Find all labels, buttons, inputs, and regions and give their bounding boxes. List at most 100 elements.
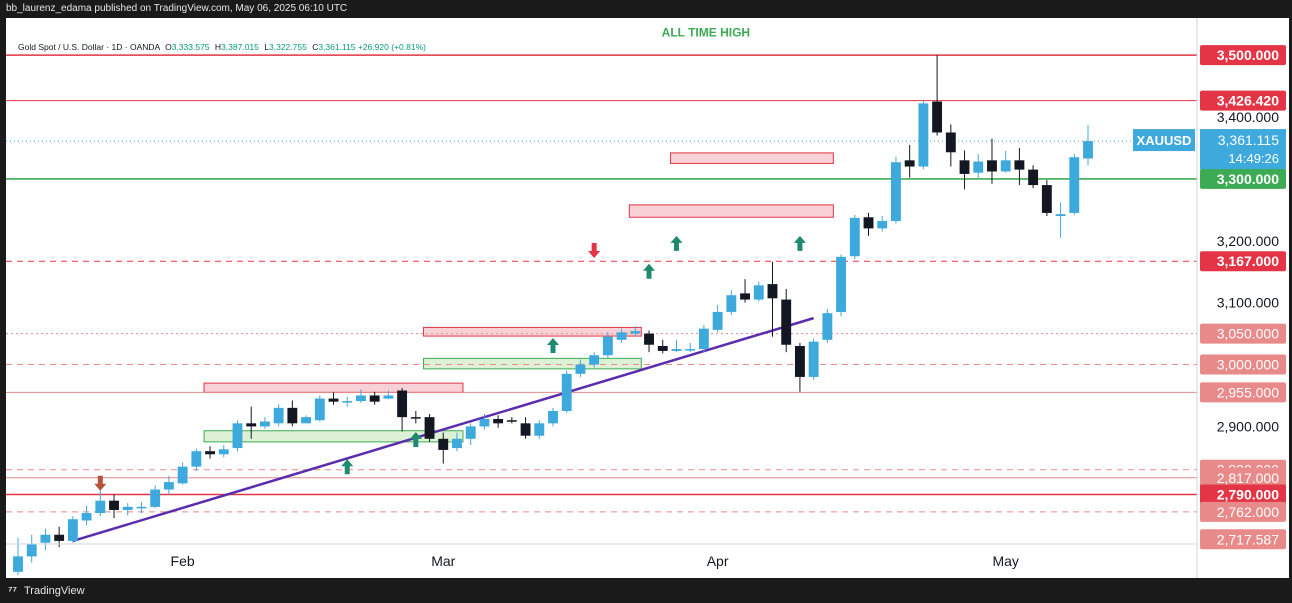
close-key: C [312,42,319,52]
publisher-bar: bb_laurenz_edama published on TradingVie… [0,0,1292,18]
level-label-box [1200,168,1286,189]
arrow-up-icon [793,235,806,251]
level-label: 2,762.000 [1217,504,1279,520]
arrow-up-icon [670,235,683,251]
symbol-tag [1133,129,1195,152]
countdown-label: 14:49:26 [1228,151,1279,166]
candle-body [54,534,65,541]
level-label-box [1200,251,1286,272]
symbol-label: Gold Spot / U.S. Dollar · 1D · OANDA [18,42,160,52]
level-label-box [1200,467,1286,488]
y-tick-label: 3,200.000 [1217,233,1279,249]
candle-body [493,418,504,424]
candle-body [616,332,627,340]
candle-body [136,506,147,509]
candle-body [1069,157,1080,213]
close-value: 3,361.115 [318,42,356,52]
trendline [72,316,815,543]
current-price-label: 3,361.115 [1218,132,1279,148]
candle-body [726,295,737,312]
x-tick-label: Apr [707,553,729,569]
candle-body [548,410,558,424]
level-label-box [1200,382,1286,403]
arrow-up-icon [409,432,422,448]
candle-body [644,333,654,345]
candle-body [1014,160,1025,170]
x-tick-label: Mar [431,553,455,569]
candle-body [918,103,929,167]
candle-body [273,407,284,424]
low-key: L [264,42,269,52]
arrow-down-icon [94,475,107,491]
resistance-zone [628,204,834,218]
x-tick-label: May [992,553,1018,569]
low-value: 3,322.755 [269,42,307,52]
candle-body [424,417,435,439]
candle-body [383,395,394,399]
candle-body [26,544,37,557]
candle-body [891,162,901,221]
candle-body [506,420,517,422]
candle-body [712,311,723,330]
candle-body [657,345,668,351]
candle-body [1000,160,1011,172]
candle-body [1083,141,1093,159]
arrow-down-icon [588,243,601,259]
publisher-text: bb_laurenz_edama published on TradingVie… [6,3,348,14]
candle-body [602,336,613,356]
resistance-zone [423,326,642,337]
high-key: H [214,42,222,52]
current-price-box [1200,129,1286,170]
arrow-up-icon [547,337,559,353]
candle-body [314,398,325,421]
level-label-box [1200,323,1286,344]
footer-bar: ⁷⁷ TradingView [0,580,1292,603]
chart-background [6,18,1289,578]
candle-body [150,489,161,507]
candle-body [753,285,764,300]
support-zone [423,357,642,370]
footer-brand: TradingView [24,585,85,597]
chart-frame[interactable]: ALL TIME HIGH 3,400.000 3,200.000 3,100.000… [6,18,1289,578]
level-label-box [1200,529,1286,550]
candle-body [342,401,353,403]
candle-body [1041,185,1052,213]
level-label: 3,500.000 [1217,47,1279,63]
level-label: 2,955.000 [1217,384,1279,400]
candle-body [397,390,408,418]
arrow-up-icon [341,459,354,475]
candlestick-chart[interactable]: ALL TIME HIGH 3,400.000 3,200.000 3,100.000… [6,18,1289,578]
candle-body [287,407,298,424]
level-label: 3,050.000 [1217,326,1279,342]
candle-body [781,299,792,345]
candle-body [863,217,874,229]
candle-body [177,466,188,484]
arrow-up-icon [643,263,656,279]
candle-body [520,423,531,436]
candle-body [67,519,78,541]
candle-body [1028,169,1039,186]
candle-body [301,417,312,424]
candle-body [589,355,600,365]
ath-annotation: ALL TIME HIGH [662,26,750,40]
candle-body [191,451,202,467]
candle-body [959,160,970,174]
resistance-zone [203,382,464,393]
level-label: 2,817.000 [1217,470,1279,486]
level-label-box [1200,354,1286,375]
candle-body [794,345,805,377]
level-label: 2,717.587 [1217,531,1279,547]
candle-body [205,451,215,455]
tradingview-logo-icon: ⁷⁷ [8,585,18,597]
candle-body [163,482,174,490]
level-label-box [1200,90,1286,111]
candle-body [81,513,92,521]
candle-body [438,438,449,450]
ohlc-legend: Gold Spot / U.S. Dollar · 1D · OANDA O3,… [18,42,426,52]
support-zone [203,430,464,443]
level-label-box [1200,45,1286,66]
candle-body [232,423,243,449]
candle-body [246,423,257,427]
candle-body [369,395,380,402]
candle-body [410,417,421,419]
